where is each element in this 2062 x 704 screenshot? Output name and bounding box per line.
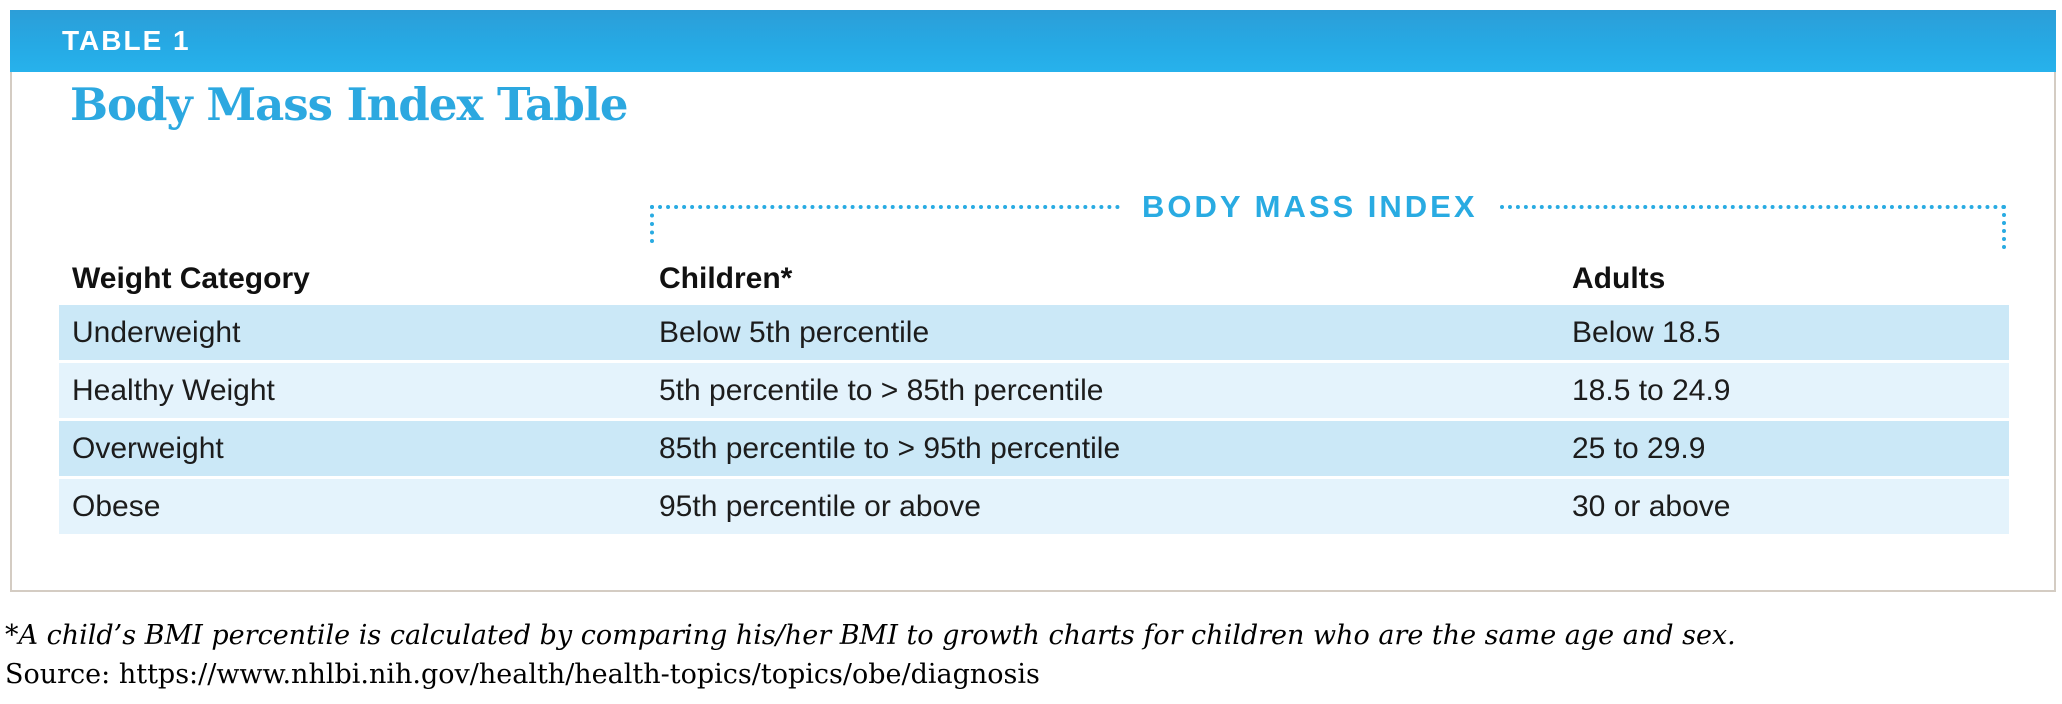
cell-category: Underweight xyxy=(72,315,241,349)
table-number-label: TABLE 1 xyxy=(62,25,191,56)
source-line: Source: https://www.nhlbi.nih.gov/health… xyxy=(5,659,1040,690)
bmi-banner: BODY MASS INDEX xyxy=(650,190,2006,249)
table-row-underweight: Underweight Below 5th percentile Below 1… xyxy=(59,305,2009,360)
asterisk-footnote: *A child’s BMI percentile is calculated … xyxy=(5,620,1736,651)
column-header-weight-category: Weight Category xyxy=(72,261,310,295)
table-row-obese: Obese 95th percentile or above 30 or abo… xyxy=(59,479,2009,534)
table-row-healthy-weight: Healthy Weight 5th percentile to > 85th … xyxy=(59,363,2009,418)
cell-category: Overweight xyxy=(72,431,224,465)
cell-category: Obese xyxy=(72,489,161,523)
cell-adults: 18.5 to 24.9 xyxy=(1572,373,1731,407)
bmi-table: Weight Category Children* Adults Underwe… xyxy=(59,252,2009,534)
cell-category: Healthy Weight xyxy=(72,373,275,407)
column-header-children: Children* xyxy=(659,261,793,295)
dotted-bracket-right xyxy=(1499,205,2006,249)
table-body: Underweight Below 5th percentile Below 1… xyxy=(59,305,2009,534)
cell-children: 85th percentile to > 95th percentile xyxy=(659,431,1121,465)
bmi-table-card: Body Mass Index Table BODY MASS INDEX We… xyxy=(10,72,2056,592)
bmi-banner-label: BODY MASS INDEX xyxy=(1142,189,1478,224)
table-header-bar: TABLE 1 xyxy=(10,10,2056,72)
cell-children: 5th percentile to > 85th percentile xyxy=(659,373,1104,407)
table-row-overweight: Overweight 85th percentile to > 95th per… xyxy=(59,421,2009,476)
dotted-bracket-left xyxy=(650,205,1120,243)
cell-adults: 25 to 29.9 xyxy=(1572,431,1706,465)
cell-children: Below 5th percentile xyxy=(659,315,930,349)
cell-children: 95th percentile or above xyxy=(659,489,981,523)
cell-adults: 30 or above xyxy=(1572,489,1731,523)
card-title: Body Mass Index Table xyxy=(70,78,629,131)
footnote-block: *A child’s BMI percentile is calculated … xyxy=(5,620,1736,690)
table-header-row: Weight Category Children* Adults xyxy=(59,252,2009,305)
column-header-adults: Adults xyxy=(1572,261,1666,295)
cell-adults: Below 18.5 xyxy=(1572,315,1721,349)
